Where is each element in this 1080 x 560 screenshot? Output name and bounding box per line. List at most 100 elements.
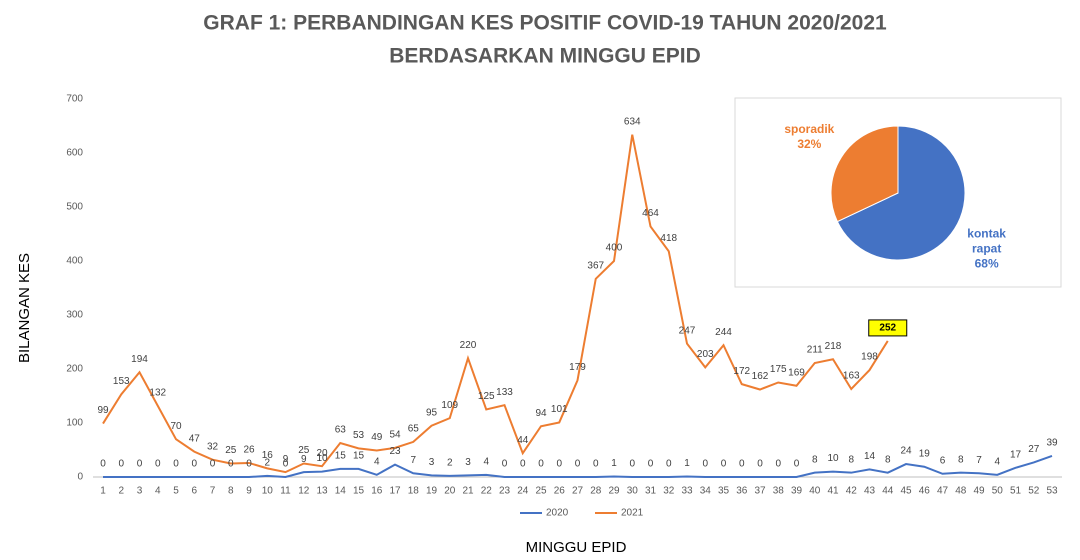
data-label: 8: [885, 454, 891, 465]
data-label: 7: [976, 455, 982, 466]
pie-label: kontak rapat 68%: [959, 227, 1014, 272]
x-tick-label: 47: [937, 486, 949, 497]
data-label: 0: [191, 459, 197, 470]
x-tick-label: 32: [663, 486, 675, 497]
x-tick-label: 44: [882, 486, 894, 497]
x-tick-label: 36: [736, 486, 748, 497]
pie-label: sporadik 32%: [769, 122, 849, 152]
data-label: 109: [441, 400, 458, 411]
x-tick-label: 5: [173, 486, 179, 497]
x-tick-label: 8: [228, 486, 234, 497]
x-tick-label: 40: [809, 486, 821, 497]
pie-label-text: 68%: [974, 256, 999, 271]
x-tick-label: 49: [973, 486, 985, 497]
x-tick-label: 39: [791, 486, 803, 497]
data-label: 15: [335, 451, 347, 462]
x-tick-label: 25: [535, 486, 547, 497]
data-label: 0: [210, 459, 216, 470]
y-tick-label: 600: [66, 148, 83, 159]
data-label: 172: [733, 366, 750, 377]
data-label: 0: [283, 459, 289, 470]
data-label: 65: [408, 424, 420, 435]
data-label: 0: [794, 459, 800, 470]
data-label: 0: [739, 459, 745, 470]
data-label: 0: [155, 459, 161, 470]
data-label: 211: [807, 345, 823, 356]
data-label: 54: [389, 429, 401, 440]
data-label: 3: [465, 457, 471, 468]
data-label: 218: [825, 341, 842, 352]
data-label: 0: [593, 459, 599, 470]
data-label: 244: [715, 327, 732, 338]
data-label: 44: [517, 435, 529, 446]
data-label: 32: [207, 441, 219, 452]
x-tick-label: 33: [681, 486, 693, 497]
x-tick-label: 16: [371, 486, 383, 497]
data-label: 175: [770, 364, 787, 375]
data-label: 0: [502, 459, 508, 470]
data-label: 0: [575, 459, 581, 470]
data-label: 0: [702, 459, 708, 470]
data-label: 17: [1010, 449, 1022, 460]
data-label: 4: [483, 456, 489, 467]
data-label: 8: [812, 454, 818, 465]
data-label: 53: [353, 430, 365, 441]
x-tick-label: 31: [645, 486, 657, 497]
data-label: 418: [660, 233, 677, 244]
x-tick-label: 6: [191, 486, 197, 497]
x-tick-label: 51: [1010, 486, 1022, 497]
data-label: 26: [243, 445, 255, 456]
data-label: 0: [100, 459, 106, 470]
x-tick-label: 29: [608, 486, 620, 497]
line-series: [103, 454, 1053, 479]
x-tick-label: 26: [554, 486, 566, 497]
data-label: 4: [374, 456, 380, 467]
data-label: 132: [149, 387, 166, 398]
data-label: 0: [757, 459, 763, 470]
x-tick-label: 17: [389, 486, 401, 497]
data-label: 19: [919, 448, 931, 459]
x-tick-label: 30: [627, 486, 639, 497]
x-tick-label: 14: [335, 486, 347, 497]
x-tick-label: 27: [572, 486, 584, 497]
data-label: 0: [775, 459, 781, 470]
data-label: 153: [113, 376, 130, 387]
x-tick-label: 19: [426, 486, 438, 497]
data-label: 47: [189, 433, 201, 444]
data-label: 0: [666, 459, 672, 470]
pie-slice: [830, 125, 899, 223]
chart-title: BERDASARKAN MINGGU EPID: [389, 45, 701, 68]
data-label: 0: [246, 459, 252, 470]
data-label: 169: [788, 367, 805, 378]
data-label: 198: [861, 352, 878, 363]
data-label: 70: [170, 421, 182, 432]
data-label: 220: [460, 340, 477, 351]
data-label: 2: [447, 458, 453, 469]
pie-label-text: sporadik: [784, 121, 835, 136]
x-tick-label: 42: [846, 486, 858, 497]
data-label: 9: [301, 454, 307, 465]
data-label: 125: [478, 391, 495, 402]
x-tick-label: 15: [353, 486, 365, 497]
x-tick-label: 35: [718, 486, 730, 497]
x-tick-label: 7: [210, 486, 216, 497]
data-label: 0: [538, 459, 544, 470]
data-label: 95: [426, 407, 438, 418]
y-tick-label: 300: [66, 310, 83, 321]
x-tick-label: 12: [298, 486, 310, 497]
data-label: 27: [1028, 444, 1040, 455]
x-tick-label: 53: [1046, 486, 1058, 497]
data-label: 10: [827, 453, 839, 464]
data-label: 0: [629, 459, 635, 470]
data-label: 39: [1046, 438, 1058, 449]
y-tick-label: 100: [66, 418, 83, 429]
data-label: 194: [131, 354, 148, 365]
data-label: 9: [283, 454, 289, 465]
data-label: 25: [298, 445, 310, 456]
x-tick-label: 21: [462, 486, 474, 497]
data-label: 4: [994, 456, 1000, 467]
data-label: 367: [587, 260, 604, 271]
x-tick-label: 48: [955, 486, 967, 497]
